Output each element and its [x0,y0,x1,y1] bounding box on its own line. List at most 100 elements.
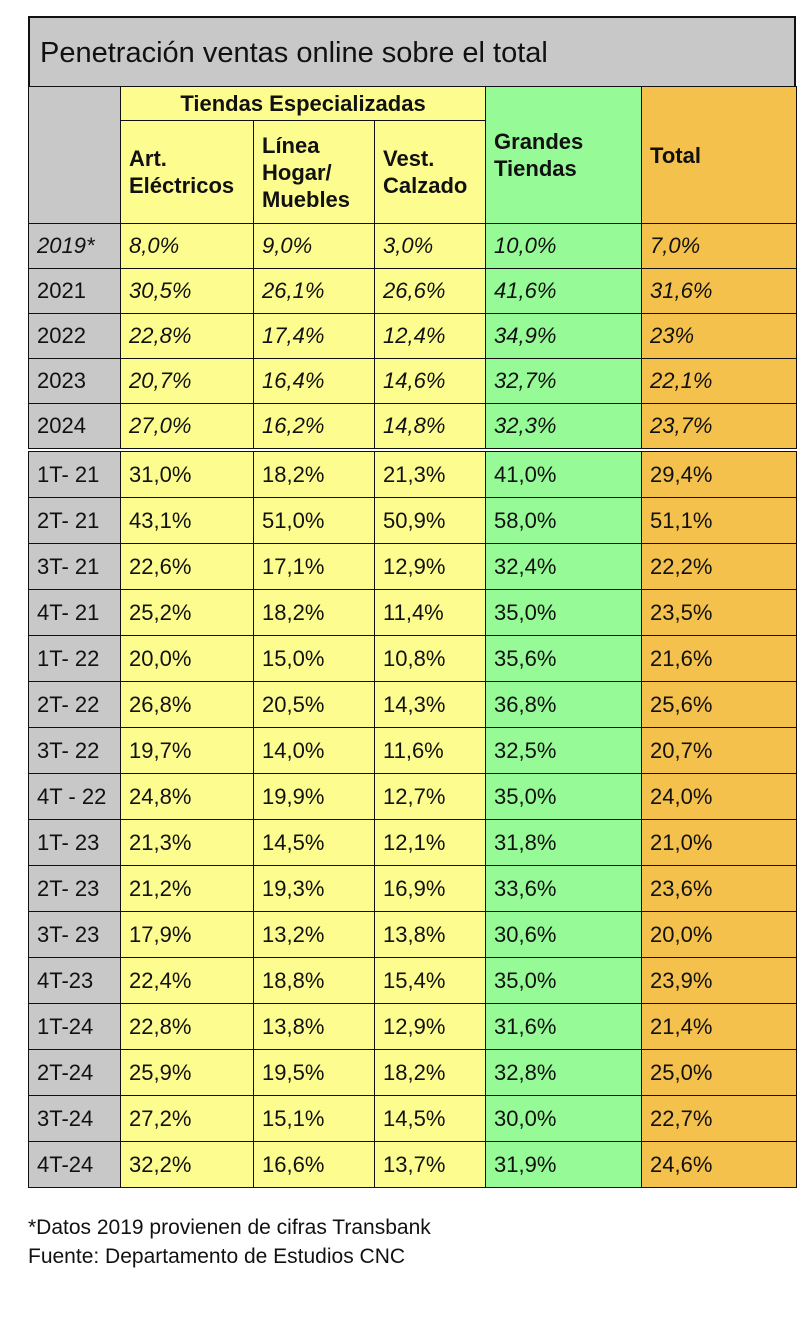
table-row: 3T- 22 19,7% 14,0% 11,6% 32,5% 20,7% [28,727,798,774]
header-row-group: Tiendas Especializadas Grandes Tiendas T… [28,86,798,224]
table-row: 2T-24 25,9% 19,5% 18,2% 32,8% 25,0% [28,1049,798,1096]
value-cell: 23% [641,313,798,359]
header-electrical: Art. Eléctricos [120,120,254,224]
value-cell: 17,4% [253,313,375,359]
value-cell: 22,2% [641,543,798,590]
value-cell: 26,8% [120,681,254,728]
value-cell: 33,6% [485,865,643,912]
value-cell: 25,2% [120,589,254,636]
value-cell: 32,5% [485,727,643,774]
value-cell: 35,6% [485,635,643,682]
value-cell: 29,4% [641,448,798,498]
value-cell: 18,2% [253,448,375,498]
value-cell: 16,9% [373,865,487,912]
value-cell: 23,5% [641,589,798,636]
value-cell: 31,8% [485,819,643,866]
value-cell: 34,9% [485,313,643,359]
data-table: Tiendas Especializadas Grandes Tiendas T… [28,86,798,1188]
value-cell: 13,8% [253,1003,375,1050]
value-cell: 35,0% [485,957,643,1004]
table-row: 2022 22,8% 17,4% 12,4% 34,9% 23% [28,313,798,359]
value-cell: 41,0% [485,448,643,498]
value-cell: 12,7% [373,773,487,820]
value-cell: 14,5% [253,819,375,866]
period-cell: 3T-24 [28,1095,121,1142]
value-cell: 15,0% [253,635,375,682]
period-cell: 2024 [28,403,121,451]
value-cell: 16,6% [253,1141,375,1188]
value-cell: 31,6% [485,1003,643,1050]
value-cell: 32,7% [485,358,643,404]
value-cell: 32,3% [485,403,643,451]
value-cell: 20,7% [120,358,254,404]
value-cell: 8,0% [120,223,254,269]
period-cell: 1T- 23 [28,819,121,866]
header-row-sub: Art. Eléctricos Línea Hogar/ Muebles Ves… [29,120,797,224]
value-cell: 16,4% [253,358,375,404]
value-cell: 21,2% [120,865,254,912]
value-cell: 21,0% [641,819,798,866]
value-cell: 24,0% [641,773,798,820]
value-cell: 27,0% [120,403,254,451]
table-row: 2T- 22 26,8% 20,5% 14,3% 36,8% 25,6% [28,681,798,728]
value-cell: 17,9% [120,911,254,958]
value-cell: 21,4% [641,1003,798,1050]
period-cell: 3T- 22 [28,727,121,774]
value-cell: 24,8% [120,773,254,820]
value-cell: 13,2% [253,911,375,958]
value-cell: 11,6% [373,727,487,774]
value-cell: 14,5% [373,1095,487,1142]
value-cell: 32,2% [120,1141,254,1188]
table-row: 2021 30,5% 26,1% 26,6% 41,6% 31,6% [28,268,798,314]
value-cell: 18,2% [373,1049,487,1096]
table-row: 4T- 21 25,2% 18,2% 11,4% 35,0% 23,5% [28,589,798,636]
value-cell: 25,9% [120,1049,254,1096]
period-cell: 1T- 22 [28,635,121,682]
value-cell: 12,4% [373,313,487,359]
value-cell: 15,4% [373,957,487,1004]
period-cell: 1T-24 [28,1003,121,1050]
notes: *Datos 2019 provienen de cifras Transban… [28,1213,431,1271]
value-cell: 25,0% [641,1049,798,1096]
value-cell: 50,9% [373,497,487,544]
value-cell: 12,9% [373,543,487,590]
value-cell: 22,7% [641,1095,798,1142]
value-cell: 26,6% [373,268,487,314]
value-cell: 10,8% [373,635,487,682]
value-cell: 36,8% [485,681,643,728]
value-cell: 17,1% [253,543,375,590]
value-cell: 7,0% [641,223,798,269]
value-cell: 23,9% [641,957,798,1004]
header-department-stores: Grandes Tiendas [485,86,643,224]
period-cell: 2019* [28,223,121,269]
value-cell: 58,0% [485,497,643,544]
value-cell: 23,6% [641,865,798,912]
value-cell: 13,8% [373,911,487,958]
value-cell: 30,5% [120,268,254,314]
value-cell: 14,8% [373,403,487,451]
period-cell: 1T- 21 [28,448,121,498]
value-cell: 24,6% [641,1141,798,1188]
value-cell: 9,0% [253,223,375,269]
value-cell: 20,0% [120,635,254,682]
table-row: 1T- 21 31,0% 18,2% 21,3% 41,0% 29,4% [28,448,798,498]
table-title: Penetración ventas online sobre el total [28,16,796,86]
header-group-specialized: Tiendas Especializadas [119,86,487,121]
period-cell: 4T-24 [28,1141,121,1188]
source-note: Fuente: Departamento de Estudios CNC [28,1245,406,1268]
period-cell: 4T - 22 [28,773,121,820]
value-cell: 11,4% [373,589,487,636]
value-cell: 26,1% [253,268,375,314]
value-cell: 19,7% [120,727,254,774]
table-row: 4T-23 22,4% 18,8% 15,4% 35,0% 23,9% [28,957,798,1004]
value-cell: 18,8% [253,957,375,1004]
value-cell: 22,6% [120,543,254,590]
value-cell: 14,6% [373,358,487,404]
table-row: 1T- 23 21,3% 14,5% 12,1% 31,8% 21,0% [28,819,798,866]
value-cell: 51,0% [253,497,375,544]
table-row: 2T- 23 21,2% 19,3% 16,9% 33,6% 23,6% [28,865,798,912]
value-cell: 51,1% [641,497,798,544]
value-cell: 30,6% [485,911,643,958]
value-cell: 21,3% [373,448,487,498]
period-cell: 2T- 21 [28,497,121,544]
